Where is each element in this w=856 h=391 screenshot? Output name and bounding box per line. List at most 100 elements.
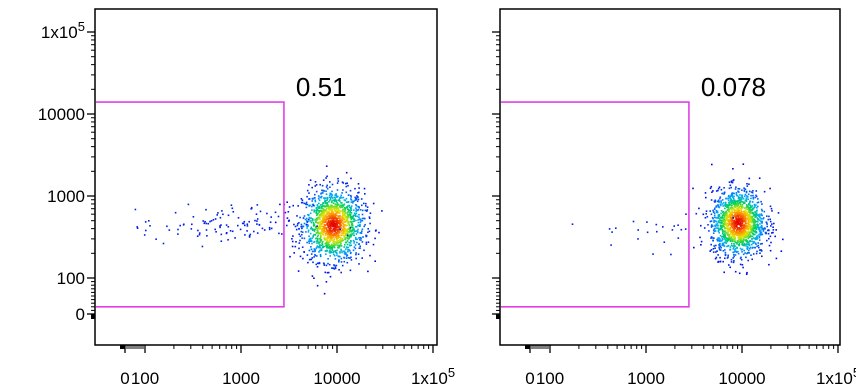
event-dot [266, 212, 268, 215]
event-dot [728, 234, 731, 237]
event-dot [334, 223, 336, 225]
event-dot [756, 245, 758, 248]
event-dot [330, 209, 333, 211]
event-dot [723, 223, 725, 226]
event-dot [304, 218, 307, 221]
event-dot [741, 264, 744, 266]
event-dot [329, 198, 332, 200]
event-dot [729, 200, 732, 202]
event-dot [724, 232, 726, 234]
event-dot [314, 219, 316, 221]
event-dot [756, 235, 758, 238]
event-dot [747, 259, 749, 262]
event-dot [746, 213, 748, 215]
event-dot [325, 264, 328, 267]
event-dot [744, 210, 746, 212]
event-dot [740, 198, 742, 201]
event-dot [332, 239, 335, 241]
event-dot [311, 209, 313, 211]
event-dot [719, 243, 721, 245]
event-dot [738, 212, 740, 214]
event-dot [715, 206, 717, 208]
event-dot [332, 206, 335, 209]
event-dot [756, 212, 758, 215]
event-dot [721, 221, 724, 223]
event-dot [752, 223, 755, 226]
event-dot [330, 227, 332, 230]
event-dot [742, 213, 744, 216]
event-dot [748, 216, 751, 219]
event-dot [353, 209, 355, 211]
event-dot [316, 262, 319, 265]
event-dot [345, 252, 347, 254]
event-dot [342, 239, 344, 242]
event-dot [343, 236, 346, 238]
event-dot [350, 224, 353, 226]
event-dot [610, 244, 612, 246]
event-dot [315, 214, 318, 216]
event-dot [357, 198, 360, 201]
event-dot [335, 219, 338, 221]
event-dot [182, 224, 185, 226]
event-dot [751, 208, 754, 211]
event-dot [742, 211, 745, 213]
gate-rectangle[interactable] [96, 101, 285, 308]
event-dot [321, 207, 324, 210]
event-dot [768, 229, 770, 232]
event-dot [329, 252, 331, 254]
event-dot [750, 191, 753, 193]
event-dot [219, 216, 222, 219]
event-dot [741, 189, 743, 191]
event-dot [291, 238, 293, 240]
event-dot [339, 239, 341, 241]
event-dot [274, 211, 277, 214]
event-dot [307, 229, 310, 232]
event-dot [740, 209, 742, 212]
event-dot [346, 213, 348, 215]
event-dot [712, 232, 715, 234]
event-dot [734, 247, 737, 250]
event-dot [322, 233, 324, 236]
event-dot [728, 223, 731, 226]
event-dot [256, 204, 259, 206]
event-dot [747, 227, 750, 230]
event-dot [369, 254, 371, 257]
event-dot [315, 209, 317, 212]
gate-rectangle[interactable] [501, 101, 690, 308]
event-dot [301, 227, 303, 230]
event-dot [361, 241, 364, 243]
event-dot [730, 202, 733, 205]
event-dot [278, 232, 280, 235]
event-dot [710, 224, 713, 227]
event-dot [329, 186, 331, 188]
event-dot [764, 228, 766, 230]
event-dot [722, 219, 725, 221]
event-dot [309, 179, 312, 181]
event-dot [729, 184, 732, 187]
event-dot [349, 269, 352, 272]
event-dot [322, 262, 325, 264]
y-tick-label: 1x105 [41, 19, 85, 42]
event-dot [335, 207, 338, 210]
event-dot [742, 266, 744, 269]
event-dot [335, 199, 338, 202]
event-dot [752, 207, 755, 210]
event-dot [323, 218, 326, 221]
event-dot [726, 219, 729, 222]
event-dot [714, 216, 716, 219]
event-dot [337, 255, 340, 257]
event-dot [322, 208, 325, 210]
event-dot [344, 253, 346, 256]
event-dot [761, 233, 764, 236]
event-dot [322, 231, 325, 234]
event-dot [360, 198, 363, 200]
event-dot [755, 204, 757, 206]
event-dot [359, 223, 361, 226]
event-dot [318, 242, 320, 245]
event-dot [738, 188, 741, 190]
event-dot [343, 260, 346, 263]
event-dot [328, 221, 330, 223]
event-dot [729, 197, 731, 199]
event-dot [655, 223, 658, 226]
